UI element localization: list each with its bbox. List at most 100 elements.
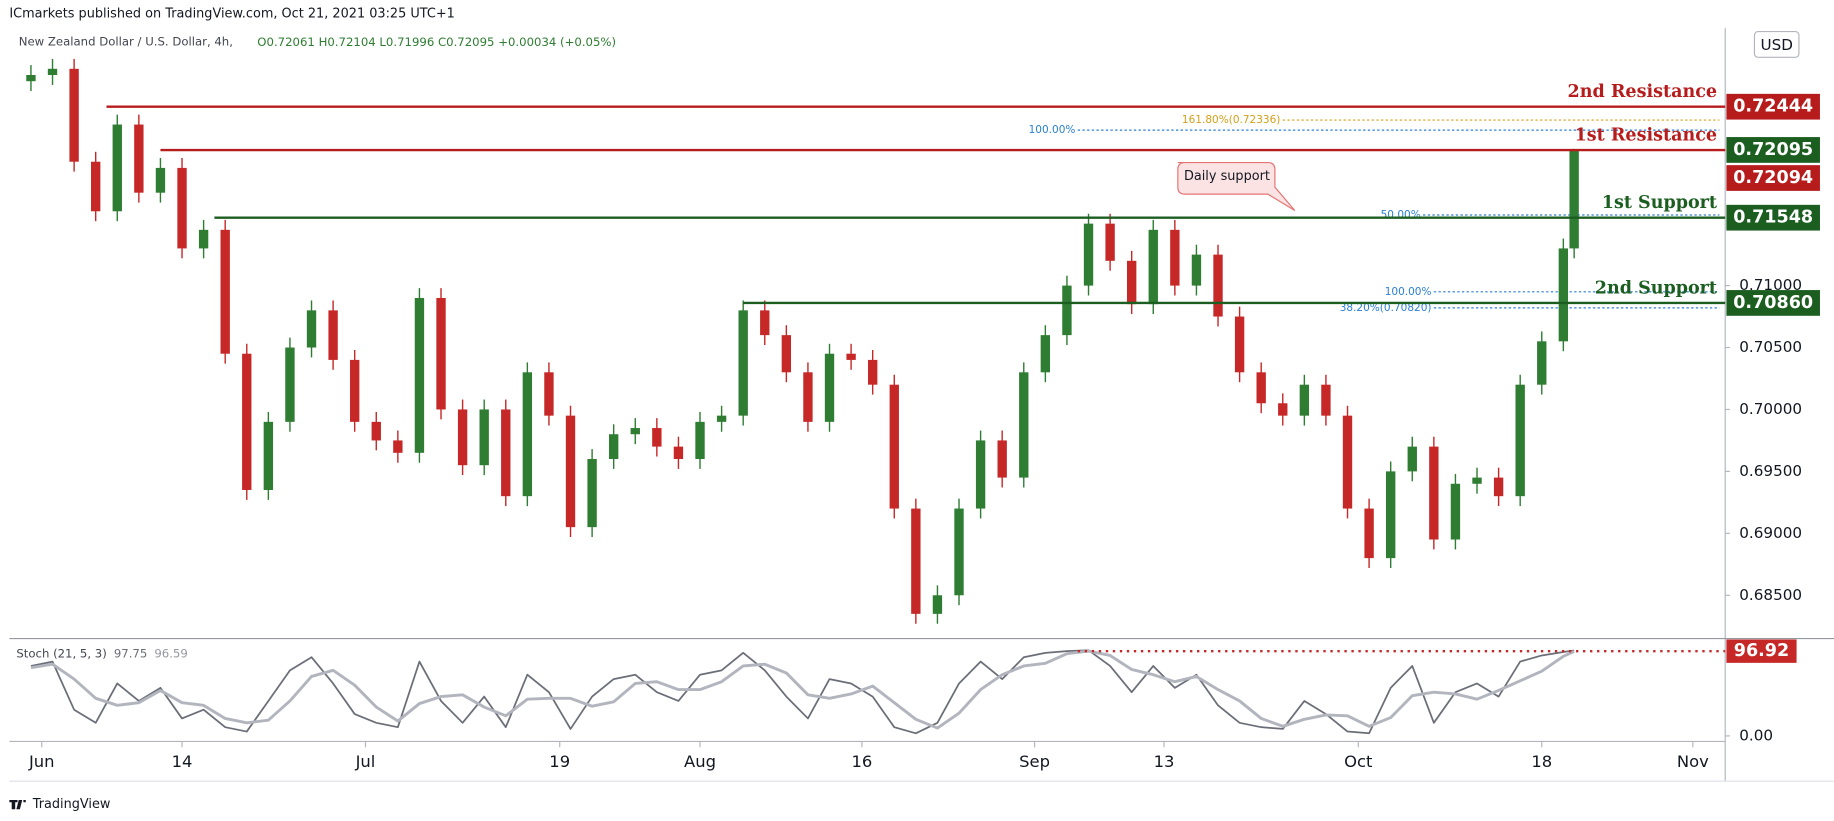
candle-body	[1191, 254, 1202, 286]
fib-label: 161.80%(0.72336)	[1182, 114, 1280, 126]
level-name: 1st Resistance	[1575, 126, 1717, 146]
candle-body	[350, 359, 360, 422]
level-name: 2nd Support	[1595, 278, 1718, 298]
fib-label: 50.00%	[1381, 209, 1421, 221]
candle-body	[1515, 384, 1525, 497]
level-name: 1st Support	[1602, 193, 1718, 213]
currency: USD	[1760, 36, 1792, 54]
candle-body	[846, 353, 856, 360]
high: H0.72104	[319, 35, 376, 49]
candle-body	[868, 359, 878, 385]
stoch-legend: Stoch (21, 5, 3) 97.75 96.59	[16, 646, 187, 660]
candle-body	[242, 353, 252, 490]
stoch-line	[30, 649, 1575, 730]
candle-body	[975, 440, 986, 509]
y-tick-label: 0.69500	[1739, 462, 1802, 480]
x-tick-label: Jun	[28, 752, 55, 771]
currency-box[interactable]	[1753, 30, 1800, 58]
candle-body	[565, 415, 576, 528]
fib-label: 100.00%	[1385, 286, 1432, 298]
footer-logo	[9, 799, 26, 810]
callout: Daily support	[1184, 169, 1270, 184]
candle-body	[1040, 335, 1051, 373]
candle-body	[997, 440, 1007, 478]
candle-body	[371, 421, 381, 441]
candle-body	[1342, 415, 1353, 509]
candle-body	[1407, 446, 1417, 472]
publisher: ICmarkets published on TradingView.com, …	[9, 7, 454, 22]
x-tick-label: Sep	[1019, 752, 1050, 771]
ohlc-header: O0.72061 H0.72104 L0.71996 C0.72095 +0.0…	[257, 35, 616, 49]
candle-body	[1472, 477, 1482, 484]
candle-body	[587, 459, 597, 528]
candle-body	[177, 167, 187, 249]
x-tick-label: Aug	[684, 752, 716, 771]
level-price-box	[1726, 204, 1820, 231]
candle-body	[26, 75, 36, 82]
candle-body	[112, 124, 122, 212]
candle-body	[911, 508, 921, 614]
candle-body	[760, 310, 770, 336]
candle-body	[1299, 384, 1310, 416]
y-tick-label: 0.69000	[1739, 524, 1802, 542]
candle-body	[1569, 149, 1579, 249]
candle-body	[695, 421, 705, 460]
candle-body	[1493, 477, 1504, 497]
candle-body	[1321, 384, 1331, 416]
candle-body	[1213, 254, 1223, 317]
candle-body	[457, 409, 468, 466]
level-price-box	[1726, 290, 1820, 316]
level-price: 0.72444	[1733, 97, 1813, 117]
stoch-level-label: 96.92	[1734, 641, 1789, 661]
candle-body	[285, 347, 295, 422]
x-tick-label: 19	[549, 752, 570, 771]
footer: TradingView	[32, 797, 111, 812]
x-tick-label: 18	[1531, 752, 1552, 771]
low: L0.71996	[379, 35, 434, 49]
candle-body	[1558, 248, 1569, 342]
candle-body	[1062, 285, 1072, 336]
candle-body	[1386, 471, 1396, 559]
stoch-legend-item: 96.59	[154, 646, 187, 660]
last-price-box	[1726, 137, 1820, 163]
candle-body	[652, 428, 662, 447]
y-tick-label: 0.00	[1739, 726, 1773, 744]
candle-body	[522, 372, 533, 497]
level-price-box	[1726, 93, 1820, 120]
candle-body	[69, 68, 79, 162]
y-tick-label: 0.68500	[1739, 586, 1802, 604]
candle-body	[134, 124, 144, 193]
stoch-legend-item: 97.75	[114, 646, 147, 660]
open: O0.72061	[257, 35, 315, 49]
candle-body	[1105, 223, 1115, 261]
candle-body	[393, 440, 403, 453]
candle-body	[501, 409, 511, 497]
candle-body	[414, 297, 425, 453]
candle-body	[738, 310, 748, 416]
x-tick-label: Jul	[355, 752, 376, 771]
candle-body	[1450, 483, 1461, 540]
x-tick-label: 16	[851, 752, 872, 771]
candle-body	[803, 372, 813, 422]
y-tick-label: 0.70000	[1739, 400, 1802, 418]
symbol: New Zealand Dollar / U.S. Dollar, 4h,	[19, 35, 233, 49]
stoch-legend-item: Stoch (21, 5, 3)	[16, 646, 106, 660]
candle-body	[328, 310, 338, 360]
level-price-box	[1726, 165, 1820, 191]
x-tick-label: Nov	[1677, 752, 1709, 771]
candle-body	[306, 310, 317, 348]
x-tick-label: Oct	[1344, 752, 1373, 771]
close: C0.72095	[438, 35, 495, 49]
callout-box	[1177, 161, 1296, 212]
candle-body	[824, 353, 835, 422]
candle-body	[932, 595, 943, 614]
level-price: 0.72094	[1733, 168, 1813, 188]
last-price: 0.72095	[1733, 140, 1813, 160]
y-tick-label: 0.71000	[1739, 276, 1802, 294]
change: +0.00034 (+0.05%)	[498, 35, 616, 49]
candle-body	[781, 335, 792, 373]
candle-body	[1019, 372, 1029, 478]
x-tick-label: 14	[172, 752, 193, 771]
